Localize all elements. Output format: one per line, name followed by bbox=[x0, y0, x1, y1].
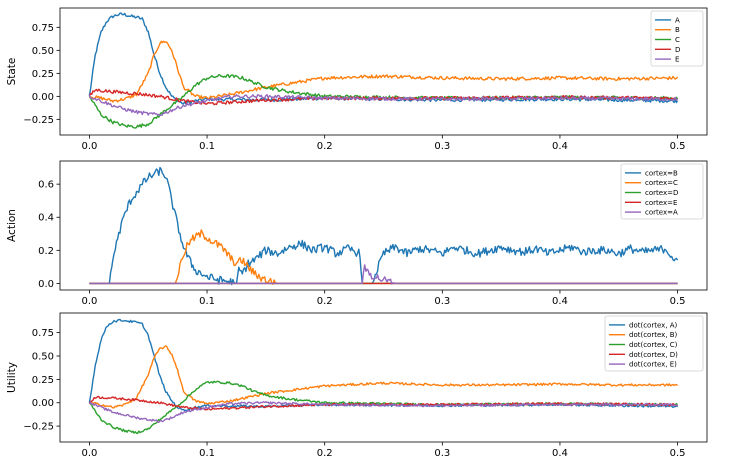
axes-frame bbox=[59, 312, 708, 443]
legend-label: C bbox=[675, 36, 680, 44]
legend-label: A bbox=[675, 16, 680, 24]
x-tick-label: 0.4 bbox=[552, 448, 568, 459]
legend-label: B bbox=[675, 26, 680, 34]
x-tick-label: 0.3 bbox=[434, 448, 450, 459]
y-tick-label: 0.4 bbox=[38, 213, 54, 224]
y-tick-label: 0.00 bbox=[32, 398, 54, 409]
series-group bbox=[88, 12, 679, 129]
y-tick-label: 0.0 bbox=[38, 279, 54, 290]
y-tick-label: 0.2 bbox=[38, 246, 54, 257]
x-tick-label: 0.4 bbox=[552, 141, 568, 152]
series-line-2 bbox=[89, 229, 678, 285]
y-axis-label: Utility bbox=[6, 362, 18, 393]
axes-frame bbox=[59, 160, 708, 291]
y-tick-label: 0.00 bbox=[32, 92, 54, 103]
y-tick-label: 0.50 bbox=[32, 46, 54, 57]
series-line-5 bbox=[89, 264, 678, 285]
x-tick-label: 0.1 bbox=[199, 448, 215, 459]
legend-label: D bbox=[675, 46, 680, 54]
legend-label: cortex=E bbox=[645, 199, 677, 207]
x-tick-label: 0.2 bbox=[317, 448, 333, 459]
x-tick-label: 0.0 bbox=[81, 448, 97, 459]
series-line-2 bbox=[89, 345, 679, 409]
subplot-utility: 0.0 0.1 0.2 0.3 0.4 0.5 −0.25 0.00 0.25 0.50 0.75 U… bbox=[6, 312, 708, 459]
series-line-5 bbox=[88, 94, 679, 117]
legend-label: cortex=D bbox=[645, 189, 678, 197]
y-tick-label: 0.50 bbox=[32, 352, 54, 363]
legend: dot(cortex, A) dot(cortex, B) dot(cortex, … bbox=[604, 315, 704, 372]
x-tick-label: 0.0 bbox=[81, 141, 97, 152]
series-line-4 bbox=[88, 88, 678, 106]
y-tick-label: 0.6 bbox=[38, 180, 54, 191]
legend: cortex=B cortex=C cortex=D cortex=E cortex=A bbox=[620, 163, 704, 220]
legend-label: E bbox=[675, 56, 679, 64]
x-tick-label: 0.5 bbox=[670, 141, 686, 152]
x-tick-label: 0.5 bbox=[670, 296, 686, 307]
y-axis-label: State bbox=[6, 58, 18, 86]
legend-label: dot(cortex, A) bbox=[629, 321, 678, 329]
legend-box bbox=[620, 163, 704, 220]
x-tick-label: 0.5 bbox=[670, 448, 686, 459]
legend-label: dot(cortex, E) bbox=[629, 361, 677, 369]
y-tick-label: −0.25 bbox=[23, 115, 54, 126]
legend-label: dot(cortex, C) bbox=[629, 341, 678, 349]
y-axis-label: Action bbox=[6, 209, 18, 242]
legend-label: cortex=A bbox=[645, 209, 678, 217]
series-line-2 bbox=[88, 40, 679, 103]
x-tick-label: 0.1 bbox=[199, 296, 215, 307]
x-tick-label: 0.4 bbox=[552, 296, 568, 307]
x-tick-label: 0.3 bbox=[434, 141, 450, 152]
x-tick-label: 0.2 bbox=[317, 141, 333, 152]
axes-frame bbox=[59, 7, 708, 136]
series-line-1 bbox=[89, 166, 679, 286]
series-group bbox=[88, 318, 679, 435]
series-line-1 bbox=[88, 12, 679, 105]
y-tick-label: 0.25 bbox=[32, 69, 54, 80]
subplot-state: 0.0 0.1 0.2 0.3 0.4 0.5 −0.25 0.00 0.25 0.50 0.75 S… bbox=[6, 7, 708, 152]
legend-box bbox=[650, 10, 704, 67]
y-tick-label: 0.25 bbox=[32, 375, 54, 386]
y-tick-label: −0.25 bbox=[23, 422, 54, 433]
series-line-1 bbox=[88, 318, 679, 412]
legend-label: dot(cortex, D) bbox=[629, 351, 678, 359]
y-tick-label: 0.75 bbox=[32, 23, 54, 34]
x-tick-label: 0.1 bbox=[199, 141, 215, 152]
y-tick-label: 0.75 bbox=[32, 328, 54, 339]
legend-box bbox=[604, 315, 704, 372]
series-group bbox=[89, 166, 679, 286]
x-tick-label: 0.0 bbox=[81, 296, 97, 307]
legend-label: dot(cortex, B) bbox=[629, 331, 678, 339]
series-line-5 bbox=[88, 401, 678, 423]
legend-label: cortex=B bbox=[645, 169, 678, 177]
subplot-action: 0.0 0.1 0.2 0.3 0.4 0.5 0.0 0.2 0.4 0.6 Action cort… bbox=[6, 160, 708, 307]
x-tick-label: 0.2 bbox=[317, 296, 333, 307]
x-tick-label: 0.3 bbox=[434, 296, 450, 307]
legend-label: cortex=C bbox=[645, 179, 678, 187]
